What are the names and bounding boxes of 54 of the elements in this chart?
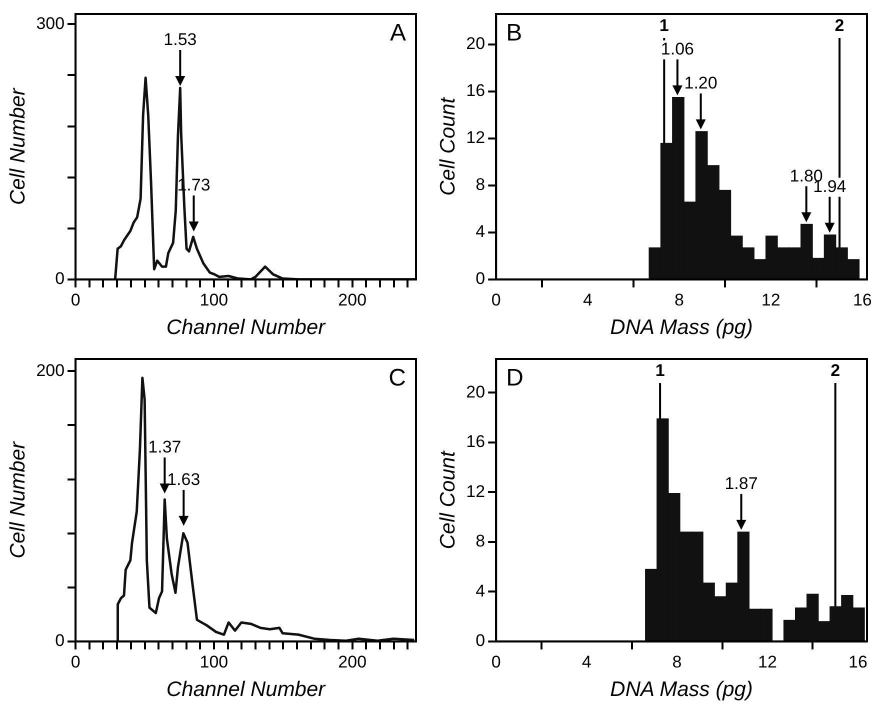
x-tick-label: 4 [582, 290, 592, 310]
x-axis-title: DNA Mass (pg) [610, 316, 753, 340]
x-tick-label: 8 [674, 290, 684, 310]
annotation: 1 [659, 16, 669, 36]
annotation: 2 [834, 16, 844, 36]
y-tick-label: 16 [466, 81, 486, 100]
y-axis-title: Cell Number [6, 87, 30, 206]
y-tick-label: 12 [466, 128, 486, 148]
x-tick-label: 12 [761, 290, 780, 310]
annotation: 1.06 [660, 40, 694, 59]
y-tick-label: 8 [476, 175, 486, 194]
x-tick-label: 8 [672, 652, 682, 672]
chart-title: D [506, 364, 524, 392]
y-tick-label: 200 [36, 360, 65, 380]
x-tick-label: 12 [758, 652, 777, 672]
annotation: 1.20 [684, 74, 718, 93]
y-tick-label: 4 [476, 222, 486, 242]
chart-title: B [506, 20, 522, 47]
y-tick-label: 4 [476, 581, 486, 600]
x-tick-label: 0 [491, 652, 501, 672]
x-tick-label: 0 [70, 652, 80, 672]
y-tick-label: 16 [466, 432, 486, 452]
x-tick-label: 16 [852, 290, 872, 310]
y-tick-label: 0 [55, 269, 65, 288]
x-tick-label: 200 [338, 652, 367, 672]
y-tick-label: 20 [466, 382, 486, 402]
x-tick-label: 100 [200, 290, 228, 310]
annotation: 1.63 [167, 470, 200, 490]
x-tick-label: 0 [491, 290, 501, 310]
y-tick-label: 0 [55, 631, 65, 650]
y-tick-label: 0 [476, 631, 486, 650]
x-axis-title: Channel Number [166, 678, 326, 702]
y-axis-title: Cell Count [436, 96, 460, 196]
chart-title: C [388, 364, 406, 392]
annotation: 1.53 [164, 30, 197, 50]
annotation: 1.37 [148, 438, 182, 457]
annotation: 1 [655, 361, 665, 380]
annotation: 1.87 [724, 474, 758, 494]
y-tick-label: 20 [466, 34, 486, 54]
x-tick-label: 4 [582, 652, 592, 672]
y-tick-label: 12 [466, 482, 486, 501]
x-tick-label: 0 [70, 290, 80, 310]
x-tick-label: 16 [848, 652, 868, 672]
x-tick-label: 100 [200, 652, 228, 672]
y-axis-title: Cell Number [6, 440, 30, 559]
x-tick-label: 200 [338, 290, 367, 310]
y-tick-label: 8 [476, 532, 486, 551]
y-tick-label: 0 [476, 269, 486, 288]
chart-title: A [390, 20, 406, 47]
x-axis-title: DNA Mass (pg) [610, 678, 753, 702]
y-axis-title: Cell Count [436, 450, 460, 550]
annotation: 2 [830, 361, 840, 380]
x-axis-title: Channel Number [166, 316, 326, 340]
y-tick-label: 300 [36, 14, 65, 33]
